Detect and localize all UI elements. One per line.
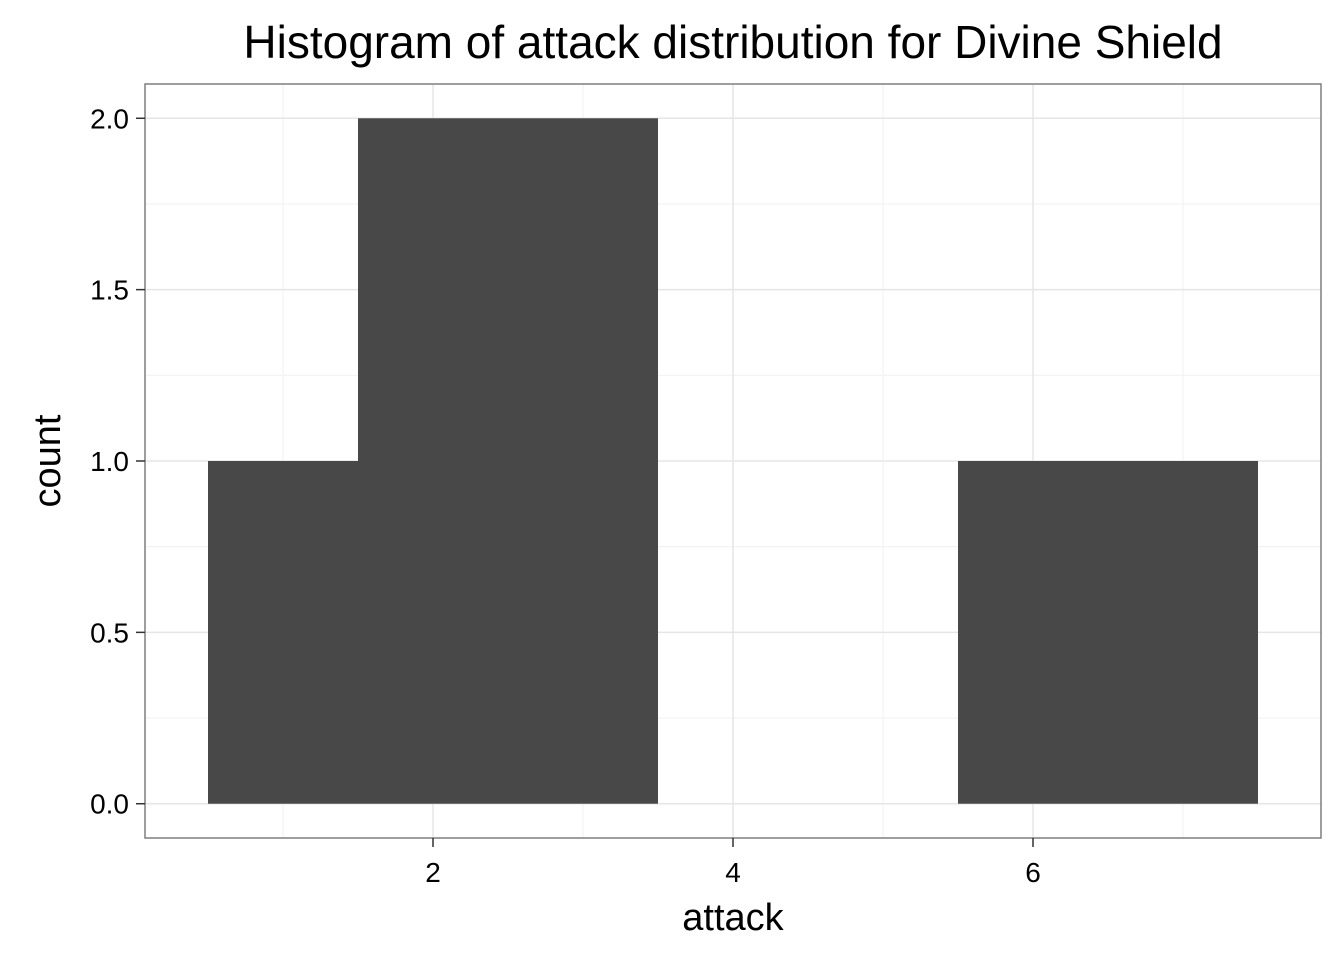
histogram-bar-3 (958, 461, 1258, 804)
x-tick-label: 6 (1025, 857, 1041, 888)
x-tick-label: 2 (425, 857, 441, 888)
histogram-bar-0 (208, 461, 358, 804)
y-tick-label: 0.0 (90, 789, 129, 820)
histogram-bar-1 (358, 118, 658, 804)
y-tick-label: 0.5 (90, 617, 129, 648)
chart-title: Histogram of attack distribution for Div… (243, 16, 1222, 68)
histogram-bars (208, 118, 1258, 804)
x-axis-title: attack (682, 897, 784, 939)
y-axis: 0.0 0.5 1.0 1.5 2.0 (90, 103, 145, 820)
y-tick-label: 2.0 (90, 103, 129, 134)
y-tick-label: 1.0 (90, 446, 129, 477)
y-axis-title: count (27, 414, 69, 507)
y-tick-label: 1.5 (90, 275, 129, 306)
x-tick-label: 4 (725, 857, 741, 888)
x-axis: 2 4 6 (425, 838, 1041, 888)
